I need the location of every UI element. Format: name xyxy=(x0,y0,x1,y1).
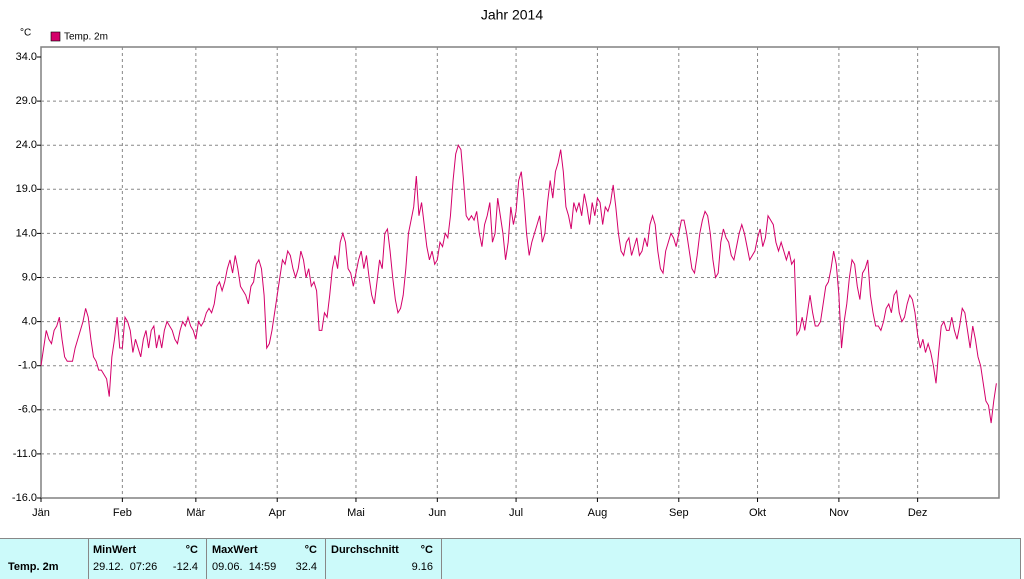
x-tick-label: Mär xyxy=(186,507,205,519)
col-value: -12.4 xyxy=(172,561,198,573)
col-time: 29.12. 07:26 xyxy=(93,561,158,573)
col-unit: °C xyxy=(420,544,433,556)
y-tick-label: 9.0 xyxy=(22,271,37,283)
plot-area xyxy=(40,46,1000,499)
y-tick-label: -1.0 xyxy=(18,360,37,372)
row-label: Temp. 2m xyxy=(8,561,59,573)
y-tick-label: 19.0 xyxy=(16,183,37,195)
y-tick-label: 14.0 xyxy=(16,227,37,239)
x-tick-label: Dez xyxy=(908,507,928,519)
min-cell: MinWert °C 29.12. 07:26 -12.4 xyxy=(88,539,207,579)
y-tick-label: -16.0 xyxy=(12,492,37,504)
x-tick-label: Aug xyxy=(588,507,608,519)
col-header: Durchschnitt xyxy=(331,544,399,556)
chart: Jahr 2014 °C 34.0 29.0 24.0 19.0 14.0 9.0 4.0 -… xyxy=(12,7,1000,519)
y-tick-label: -11.0 xyxy=(13,448,37,460)
avg-cell: Durchschnitt °C 9.16 xyxy=(326,539,442,579)
y-tick-label: 4.0 xyxy=(22,316,37,328)
x-tick-label: Jän xyxy=(32,507,50,519)
x-tick-label: Jun xyxy=(428,507,446,519)
legend-swatch xyxy=(50,31,61,42)
x-tick-label: Apr xyxy=(269,507,286,519)
y-tick-label: 34.0 xyxy=(16,51,37,63)
col-time: 09.06. 14:59 xyxy=(212,561,277,573)
col-header: MinWert xyxy=(93,544,137,556)
x-tick-label: Feb xyxy=(113,507,132,519)
col-value: 32.4 xyxy=(295,561,317,573)
col-value: 9.16 xyxy=(411,561,433,573)
col-unit: °C xyxy=(304,544,317,556)
row-label-cell: Temp. 2m xyxy=(0,539,89,579)
x-tick-label: Sep xyxy=(669,507,689,519)
x-tick-label: Nov xyxy=(829,507,849,519)
chart-title: Jahr 2014 xyxy=(481,7,543,23)
col-unit: °C xyxy=(185,544,198,556)
summary-table: Temp. 2m MinWert °C 29.12. 07:26 -12.4 M… xyxy=(0,538,1021,579)
legend-label: Temp. 2m xyxy=(64,32,108,43)
x-tick-label: Jul xyxy=(509,507,523,519)
y-tick-label: -6.0 xyxy=(18,404,37,416)
col-header: MaxWert xyxy=(212,544,258,556)
temperature-line xyxy=(40,143,997,424)
y-tick-label: 29.0 xyxy=(16,95,37,107)
max-cell: MaxWert °C 09.06. 14:59 32.4 xyxy=(207,539,326,579)
y-axis-unit: °C xyxy=(20,28,31,39)
y-tick-label: 24.0 xyxy=(16,139,37,151)
x-tick-label: Okt xyxy=(749,507,766,519)
x-tick-label: Mai xyxy=(347,507,365,519)
